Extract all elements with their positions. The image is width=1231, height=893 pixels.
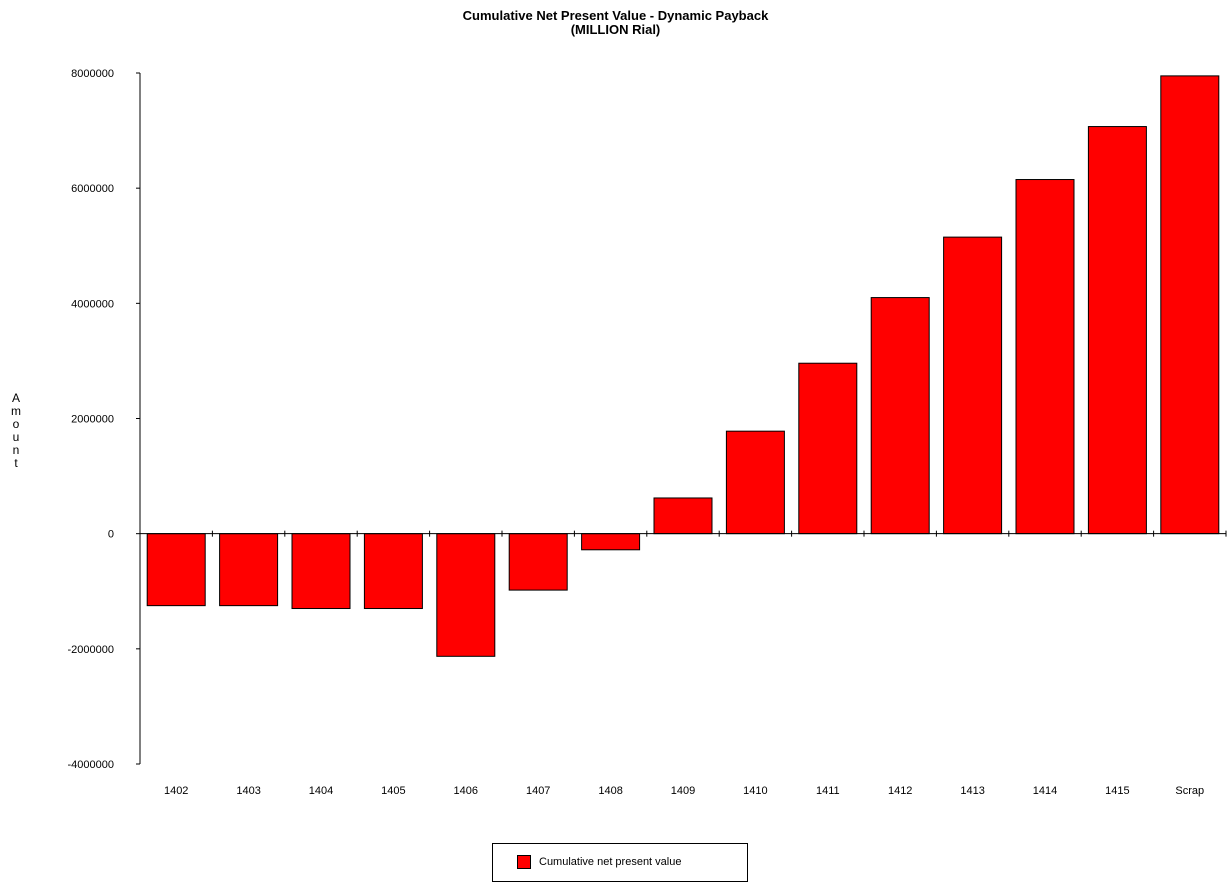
x-tick-label-1414: 1414 <box>1033 785 1057 797</box>
x-tick-label-1408: 1408 <box>598 785 622 797</box>
y-axis-label-char: t <box>14 456 18 470</box>
x-tick-label-1404: 1404 <box>309 785 333 797</box>
x-tick-label-1411: 1411 <box>816 785 840 797</box>
x-tick-label-1406: 1406 <box>454 785 478 797</box>
bar-1409 <box>653 497 713 535</box>
bar-1407 <box>508 533 568 591</box>
bar-1402 <box>146 533 206 607</box>
x-tick-label-1407: 1407 <box>526 785 550 797</box>
y-tick-label-0: 8000000 <box>71 68 114 80</box>
y-axis-label-char: m <box>11 404 21 418</box>
legend: Cumulative net present value <box>492 843 748 882</box>
y-axis-label-char: A <box>11 391 20 405</box>
bar-1408 <box>581 533 641 551</box>
x-tick-label-1413: 1413 <box>960 785 984 797</box>
x-tick-label-1410: 1410 <box>743 785 767 797</box>
y-tick-label-4: 0 <box>108 529 114 541</box>
x-tick-label-1405: 1405 <box>381 785 405 797</box>
bar-1413 <box>943 236 1003 535</box>
bar-1412 <box>870 297 930 535</box>
y-tick-label-1: 6000000 <box>71 183 114 195</box>
bar-1410 <box>725 430 785 535</box>
chart-title: Cumulative Net Present Value - Dynamic P… <box>462 8 769 23</box>
x-tick-label-1402: 1402 <box>164 785 188 797</box>
bar-1405 <box>363 533 423 610</box>
y-axis-label-char: o <box>12 417 20 431</box>
bar-Scrap <box>1160 75 1220 535</box>
bar-1404 <box>291 533 351 610</box>
chart-subtitle: (MILLION Rial) <box>570 22 661 37</box>
legend-label: Cumulative net present value <box>539 856 682 868</box>
bar-1414 <box>1015 179 1075 535</box>
legend-swatch <box>517 855 531 869</box>
y-tick-label-6: -4000000 <box>68 759 115 771</box>
bar-1415 <box>1087 126 1147 535</box>
y-axis-label-char: n <box>12 443 20 457</box>
x-tick-label-1412: 1412 <box>888 785 912 797</box>
y-tick-label-5: -2000000 <box>68 644 115 656</box>
bar-1411 <box>798 362 858 535</box>
bar-1403 <box>219 533 279 607</box>
x-tick-label-Scrap: Scrap <box>1175 785 1204 797</box>
x-tick-label-1403: 1403 <box>236 785 260 797</box>
y-tick-label-3: 2000000 <box>71 414 114 426</box>
x-tick-label-1409: 1409 <box>671 785 695 797</box>
y-tick-label-2: 4000000 <box>71 298 114 310</box>
bar-1406 <box>436 533 496 657</box>
x-tick-label-1415: 1415 <box>1105 785 1129 797</box>
y-axis-label-char: u <box>12 430 20 444</box>
